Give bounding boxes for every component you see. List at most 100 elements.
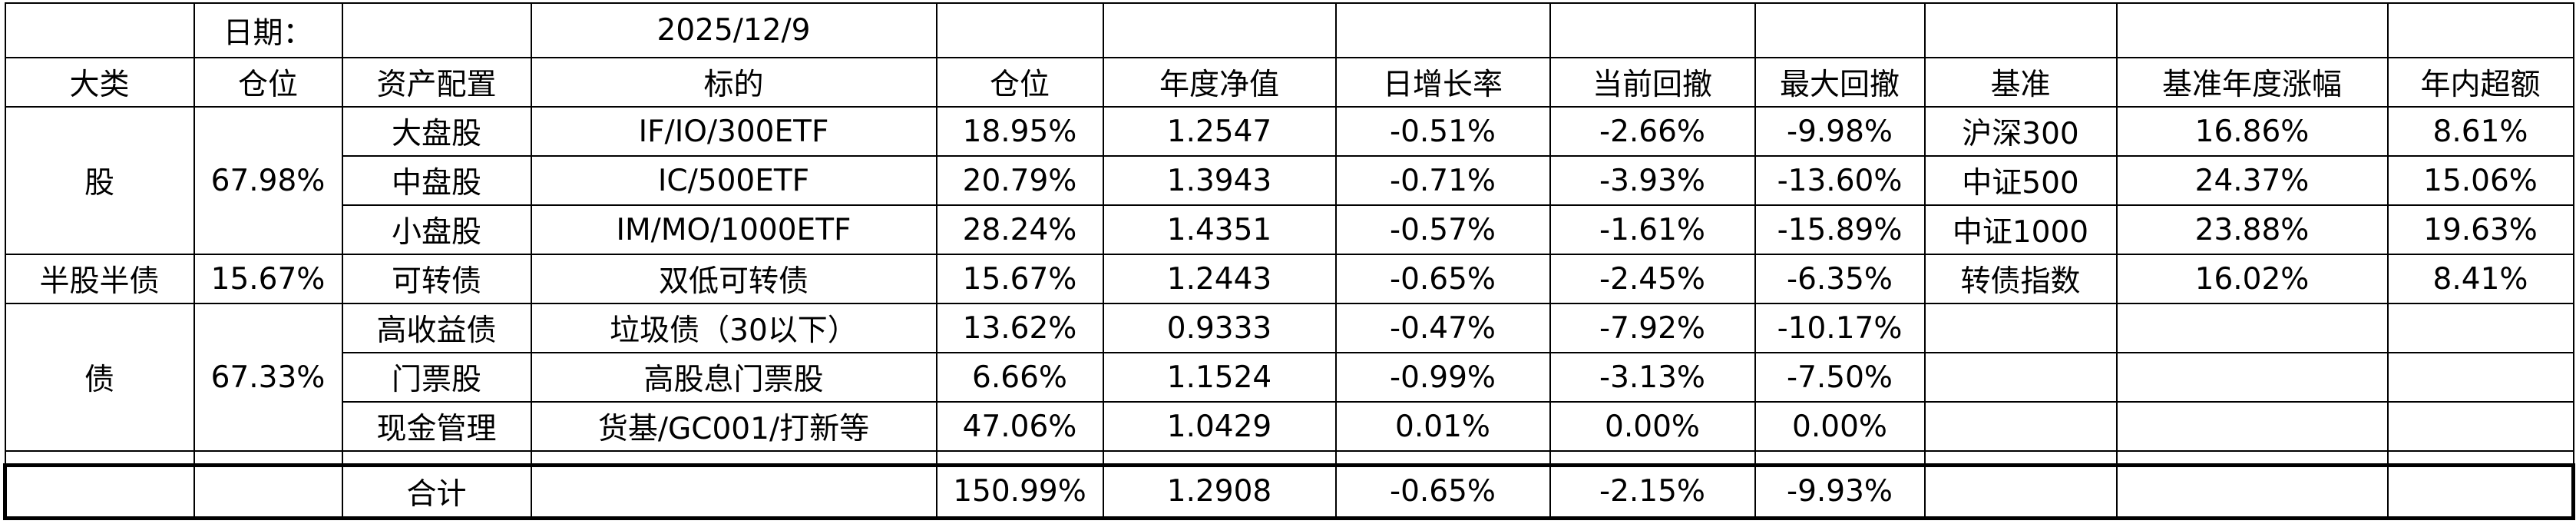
- header-cell: 年度净值: [1102, 57, 1337, 108]
- target-cell: 双低可转债: [530, 254, 937, 304]
- asset-cell: 小盘股: [341, 204, 532, 255]
- benchmark-cell: 中证500: [1923, 155, 2118, 206]
- empty-cell: [2386, 401, 2574, 452]
- empty-cell: [2115, 2, 2389, 58]
- total-drawdown: -2.15%: [1549, 463, 1756, 520]
- table-row: 小盘股 IM/MO/1000ETF 28.24% 1.4351 -0.57% -1.61%…: [5, 204, 2574, 255]
- total-max-drawdown: -9.93%: [1754, 463, 1926, 520]
- max-drawdown-cell: -6.35%: [1754, 254, 1926, 304]
- drawdown-cell: -1.61%: [1549, 204, 1756, 255]
- empty-cell: [1754, 450, 1926, 466]
- nav-cell: 1.1524: [1102, 352, 1337, 403]
- asset-cell: 高收益债: [341, 303, 532, 353]
- empty-cell: [1102, 2, 1337, 58]
- empty-cell: [935, 450, 1104, 466]
- benchmark-return-cell: 23.88%: [2115, 204, 2389, 255]
- target-cell: IF/IO/300ETF: [530, 106, 937, 157]
- empty-cell: [1923, 303, 2118, 353]
- empty-cell: [2115, 352, 2389, 403]
- header-cell: 基准年度涨幅: [2115, 57, 2389, 108]
- excess-cell: 15.06%: [2386, 155, 2574, 206]
- asset-cell: 门票股: [341, 352, 532, 403]
- drawdown-cell: -3.13%: [1549, 352, 1756, 403]
- position-cell: 47.06%: [935, 401, 1104, 452]
- empty-cell: [1923, 450, 2118, 466]
- empty-cell: [2386, 352, 2574, 403]
- category-position: 67.98%: [193, 106, 343, 255]
- category-cell: 半股半债: [4, 254, 195, 304]
- total-nav: 1.2908: [1102, 463, 1337, 520]
- drawdown-cell: -2.66%: [1549, 106, 1756, 157]
- position-cell: 6.66%: [935, 352, 1104, 403]
- table-row: 合计 150.99% 1.2908 -0.65% -2.15% -9.93%: [3, 463, 2575, 520]
- header-cell: 大类: [4, 57, 195, 108]
- max-drawdown-cell: -9.98%: [1754, 106, 1926, 157]
- header-cell: 资产配置: [341, 57, 532, 108]
- drawdown-cell: -7.92%: [1549, 303, 1756, 353]
- header-cell: 标的: [530, 57, 937, 108]
- daily-cell: 0.01%: [1334, 401, 1551, 452]
- table-row: 大类 仓位 资产配置 标的 仓位 年度净值 日增长率 当前回撤 最大回撤 基准 基准年度涨幅 年内超额: [4, 57, 2574, 108]
- empty-cell: [1923, 463, 2118, 520]
- category-position: 67.33%: [193, 303, 343, 452]
- header-cell: 基准: [1923, 57, 2118, 108]
- empty-cell: [2115, 450, 2389, 466]
- benchmark-cell: 中证1000: [1923, 204, 2118, 255]
- table-row: 债 67.33% 高收益债 垃圾债（30以下） 13.62% 0.9333 -0.47% -7…: [4, 303, 2574, 452]
- empty-cell: [4, 450, 195, 466]
- table-row: 现金管理 货基/GC001/打新等 47.06% 1.0429 0.01% 0.00% 0.…: [5, 401, 2574, 452]
- category-position: 15.67%: [193, 254, 343, 304]
- asset-cell: 可转债: [341, 254, 532, 304]
- portfolio-table: 日期： 2025/12/9 大类 仓位 资产配置 标的 仓位 年度净值 日增长率 当前回撤 最大回撤…: [3, 2, 2575, 520]
- asset-cell: 大盘股: [341, 106, 532, 157]
- header-cell: 日增长率: [1334, 57, 1551, 108]
- daily-cell: -0.51%: [1334, 106, 1551, 157]
- benchmark-return-cell: 24.37%: [2115, 155, 2389, 206]
- empty-cell: [341, 2, 532, 58]
- max-drawdown-cell: -7.50%: [1754, 352, 1926, 403]
- header-cell: 年内超额: [2386, 57, 2574, 108]
- empty-cell: [1549, 2, 1756, 58]
- empty-cell: [1102, 450, 1337, 466]
- target-cell: 高股息门票股: [530, 352, 937, 403]
- empty-cell: [935, 2, 1104, 58]
- header-cell: 当前回撤: [1549, 57, 1756, 108]
- table-row: 股 67.98% 大盘股 IF/IO/300ETF 18.95% 1.2547 -0.51%…: [4, 106, 2574, 255]
- position-cell: 13.62%: [935, 303, 1104, 353]
- drawdown-cell: -3.93%: [1549, 155, 1756, 206]
- empty-cell: [3, 463, 195, 520]
- empty-cell: [2115, 303, 2389, 353]
- empty-cell: [530, 450, 937, 466]
- empty-cell: [1334, 450, 1551, 466]
- total-position: 150.99%: [935, 463, 1104, 520]
- max-drawdown-cell: -13.60%: [1754, 155, 1926, 206]
- max-drawdown-cell: -10.17%: [1754, 303, 1926, 353]
- daily-cell: -0.47%: [1334, 303, 1551, 353]
- nav-cell: 1.2547: [1102, 106, 1337, 157]
- total-label: 合计: [341, 463, 532, 520]
- max-drawdown-cell: -15.89%: [1754, 204, 1926, 255]
- header-cell: 仓位: [193, 57, 343, 108]
- date-label: 日期：: [193, 2, 343, 58]
- drawdown-cell: 0.00%: [1549, 401, 1756, 452]
- empty-cell: [530, 463, 937, 520]
- empty-cell: [193, 450, 343, 466]
- empty-cell: [1549, 450, 1756, 466]
- excess-cell: 8.61%: [2386, 106, 2574, 157]
- table-row: 中盘股 IC/500ETF 20.79% 1.3943 -0.71% -3.93% -13.…: [5, 155, 2574, 206]
- total-daily: -0.65%: [1334, 463, 1551, 520]
- empty-cell: [341, 450, 532, 466]
- empty-cell: [2386, 2, 2574, 58]
- position-cell: 20.79%: [935, 155, 1104, 206]
- daily-cell: -0.99%: [1334, 352, 1551, 403]
- benchmark-cell: 转债指数: [1923, 254, 2118, 304]
- category-cell: 股: [4, 106, 195, 255]
- drawdown-cell: -2.45%: [1549, 254, 1756, 304]
- empty-cell: [2386, 463, 2575, 520]
- position-cell: 28.24%: [935, 204, 1104, 255]
- nav-cell: 0.9333: [1102, 303, 1337, 353]
- empty-cell: [2115, 401, 2389, 452]
- table-row: 日期： 2025/12/9: [4, 2, 2574, 58]
- benchmark-cell: 沪深300: [1923, 106, 2118, 157]
